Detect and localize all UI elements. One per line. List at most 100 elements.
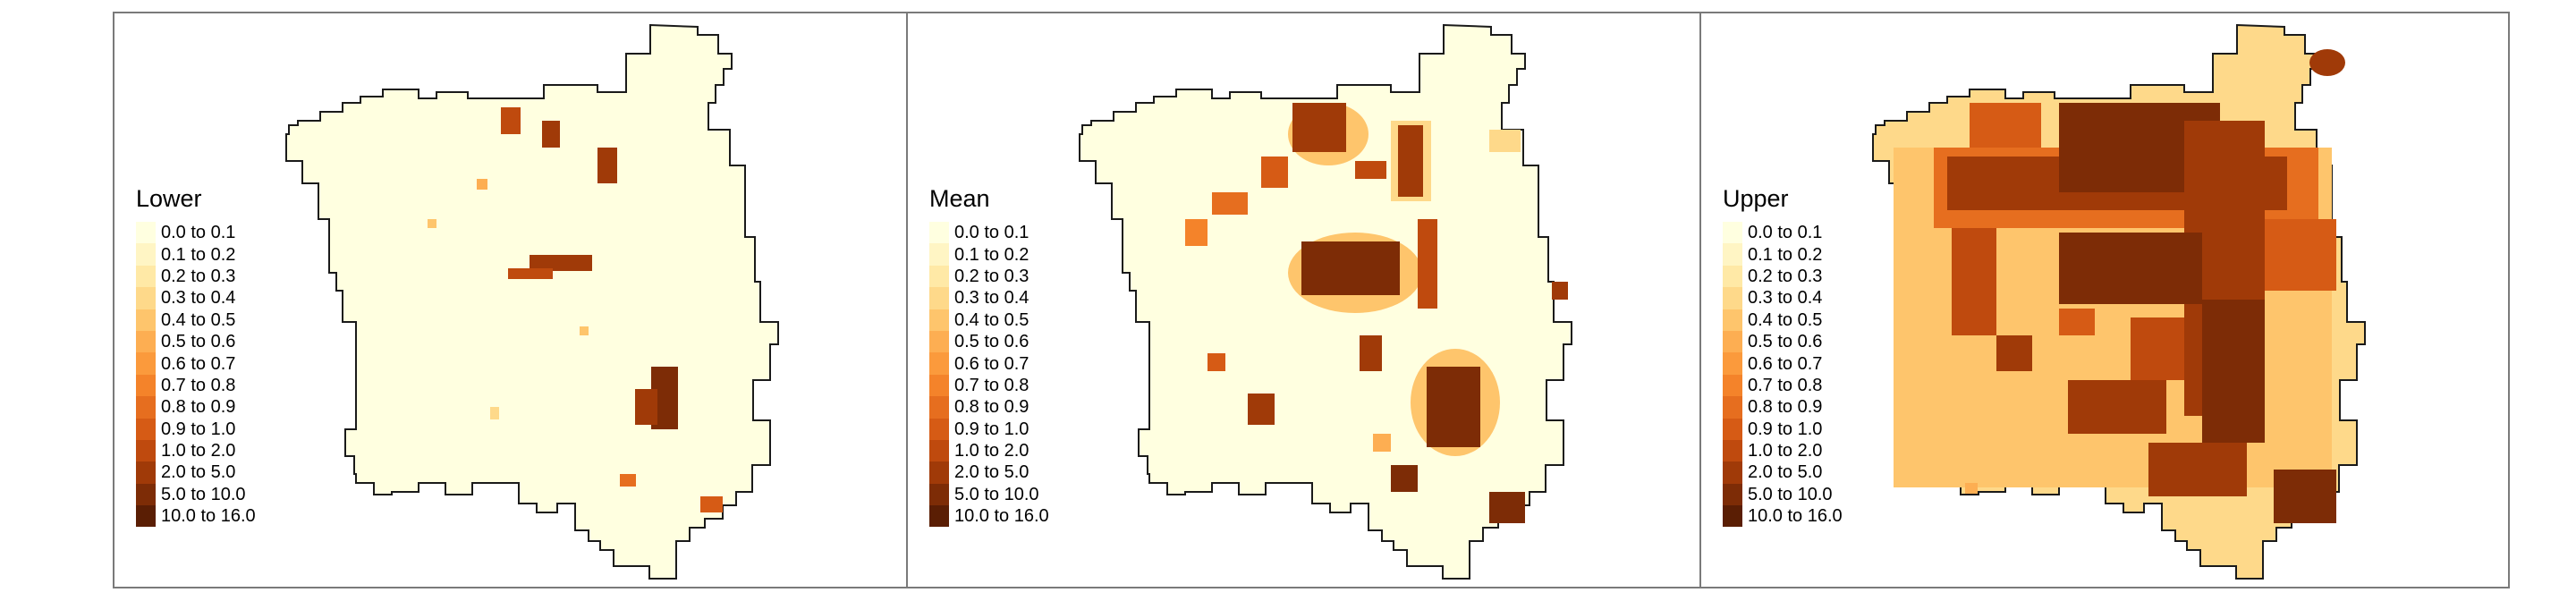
legend-label: 0.4 to 0.5 (161, 309, 236, 330)
legend-label: 0.9 to 1.0 (161, 419, 236, 439)
legend-label: 5.0 to 10.0 (161, 484, 246, 504)
legend-item: 0.2 to 0.3 (136, 265, 256, 288)
legend-rows: 0.0 to 0.1 0.1 to 0.2 0.2 to 0.3 0.3 to 0.4… (1723, 222, 1843, 528)
legend-label: 0.6 to 0.7 (1748, 353, 1823, 374)
map-mean (1079, 23, 1572, 580)
legend-item: 0.6 to 0.7 (1723, 352, 1843, 375)
legend-item: 0.7 to 0.8 (929, 374, 1049, 397)
legend-swatch (136, 309, 156, 331)
legend-rows: 0.0 to 0.1 0.1 to 0.2 0.2 to 0.3 0.3 to 0.4… (929, 222, 1049, 528)
legend-swatch (929, 222, 949, 244)
legend-item: 0.7 to 0.8 (136, 374, 256, 397)
legend-swatch (1723, 352, 1742, 375)
legend-label: 1.0 to 2.0 (161, 441, 236, 461)
legend-swatch (929, 418, 949, 440)
hotspots (1894, 49, 2345, 523)
legend-swatch (1723, 461, 1742, 484)
legend-item: 0.5 to 0.6 (929, 330, 1049, 353)
legend-item: 0.9 to 1.0 (136, 418, 256, 440)
legend-rows: 0.0 to 0.1 0.1 to 0.2 0.2 to 0.3 0.3 to 0.4… (136, 222, 256, 528)
legend-item: 0.4 to 0.5 (929, 309, 1049, 331)
legend-label: 2.0 to 5.0 (954, 462, 1030, 483)
legend-swatch (1723, 439, 1742, 462)
legend-swatch (136, 330, 156, 353)
legend-swatch (136, 505, 156, 528)
legend-label: 0.0 to 0.1 (954, 223, 1030, 243)
legend-item: 1.0 to 2.0 (1723, 439, 1843, 462)
legend-swatch (136, 483, 156, 506)
legend-label: 0.3 to 0.4 (954, 288, 1030, 309)
legend-item: 0.2 to 0.3 (1723, 265, 1843, 288)
legend-item: 1.0 to 2.0 (929, 439, 1049, 462)
legend-label: 0.5 to 0.6 (161, 332, 236, 352)
legend-item: 0.8 to 0.9 (1723, 396, 1843, 419)
legend-label: 0.2 to 0.3 (161, 266, 236, 286)
legend-label: 10.0 to 16.0 (1748, 506, 1843, 527)
legend-swatch (1723, 418, 1742, 440)
legend-item: 0.5 to 0.6 (1723, 330, 1843, 353)
legend-label: 0.9 to 1.0 (954, 419, 1030, 439)
legend-label: 0.1 to 0.2 (161, 244, 236, 265)
legend: Upper 0.0 to 0.1 0.1 to 0.2 0.2 to 0.3 0.3 … (1723, 185, 1843, 528)
legend-item: 2.0 to 5.0 (136, 461, 256, 484)
legend-label: 0.2 to 0.3 (1748, 266, 1823, 286)
legend-swatch (929, 265, 949, 288)
legend-title: Mean (929, 185, 990, 212)
legend-item: 0.3 to 0.4 (136, 287, 256, 309)
legend-item: 0.8 to 0.9 (136, 396, 256, 419)
legend-swatch (136, 439, 156, 462)
legend-label: 0.3 to 0.4 (161, 288, 236, 309)
legend-swatch (929, 483, 949, 506)
legend-label: 2.0 to 5.0 (161, 462, 236, 483)
legend-item: 0.1 to 0.2 (136, 243, 256, 266)
legend-item: 5.0 to 10.0 (929, 483, 1049, 506)
legend-swatch (136, 287, 156, 309)
legend-swatch (136, 265, 156, 288)
legend-title: Upper (1723, 185, 1789, 212)
legend-label: 1.0 to 2.0 (954, 441, 1030, 461)
legend-swatch (929, 439, 949, 462)
legend-item: 0.0 to 0.1 (929, 222, 1049, 244)
legend-label: 0.0 to 0.1 (161, 223, 236, 243)
hotspots (1185, 103, 1568, 523)
legend-swatch (1723, 309, 1742, 331)
legend-label: 10.0 to 16.0 (954, 506, 1049, 527)
legend-item: 0.7 to 0.8 (1723, 374, 1843, 397)
legend-item: 0.4 to 0.5 (1723, 309, 1843, 331)
map-panel-mean: Mean 0.0 to 0.1 0.1 to 0.2 0.2 to 0.3 0.3 t… (906, 12, 1716, 588)
legend-swatch (1723, 483, 1742, 506)
legend-item: 0.9 to 1.0 (1723, 418, 1843, 440)
legend-item: 10.0 to 16.0 (929, 505, 1049, 528)
map-panel-lower: Lower 0.0 to 0.1 0.1 to 0.2 0.2 to 0.3 0.3 … (113, 12, 923, 588)
legend-label: 0.6 to 0.7 (161, 353, 236, 374)
legend-item: 2.0 to 5.0 (929, 461, 1049, 484)
legend-label: 0.3 to 0.4 (1748, 288, 1823, 309)
legend-label: 0.4 to 0.5 (954, 309, 1030, 330)
legend-label: 5.0 to 10.0 (954, 484, 1039, 504)
legend-label: 0.6 to 0.7 (954, 353, 1030, 374)
legend: Mean 0.0 to 0.1 0.1 to 0.2 0.2 to 0.3 0.3 t… (929, 185, 1049, 528)
legend-item: 0.1 to 0.2 (1723, 243, 1843, 266)
legend-item: 0.0 to 0.1 (1723, 222, 1843, 244)
legend-swatch (136, 374, 156, 397)
legend-item: 0.4 to 0.5 (136, 309, 256, 331)
legend-swatch (929, 374, 949, 397)
legend-swatch (136, 352, 156, 375)
legend-item: 0.0 to 0.1 (136, 222, 256, 244)
legend-label: 0.5 to 0.6 (954, 332, 1030, 352)
legend-swatch (1723, 265, 1742, 288)
region-boundary (285, 23, 779, 580)
legend-swatch (1723, 374, 1742, 397)
legend-swatch (136, 396, 156, 419)
legend-label: 1.0 to 2.0 (1748, 441, 1823, 461)
legend-swatch (929, 309, 949, 331)
legend-swatch (929, 505, 949, 528)
legend-label: 0.4 to 0.5 (1748, 309, 1823, 330)
legend-item: 0.3 to 0.4 (929, 287, 1049, 309)
legend-label: 0.2 to 0.3 (954, 266, 1030, 286)
legend-swatch (136, 461, 156, 484)
legend-swatch (1723, 330, 1742, 353)
legend-label: 10.0 to 16.0 (161, 506, 256, 527)
legend-label: 0.7 to 0.8 (161, 375, 236, 395)
legend-swatch (1723, 222, 1742, 244)
